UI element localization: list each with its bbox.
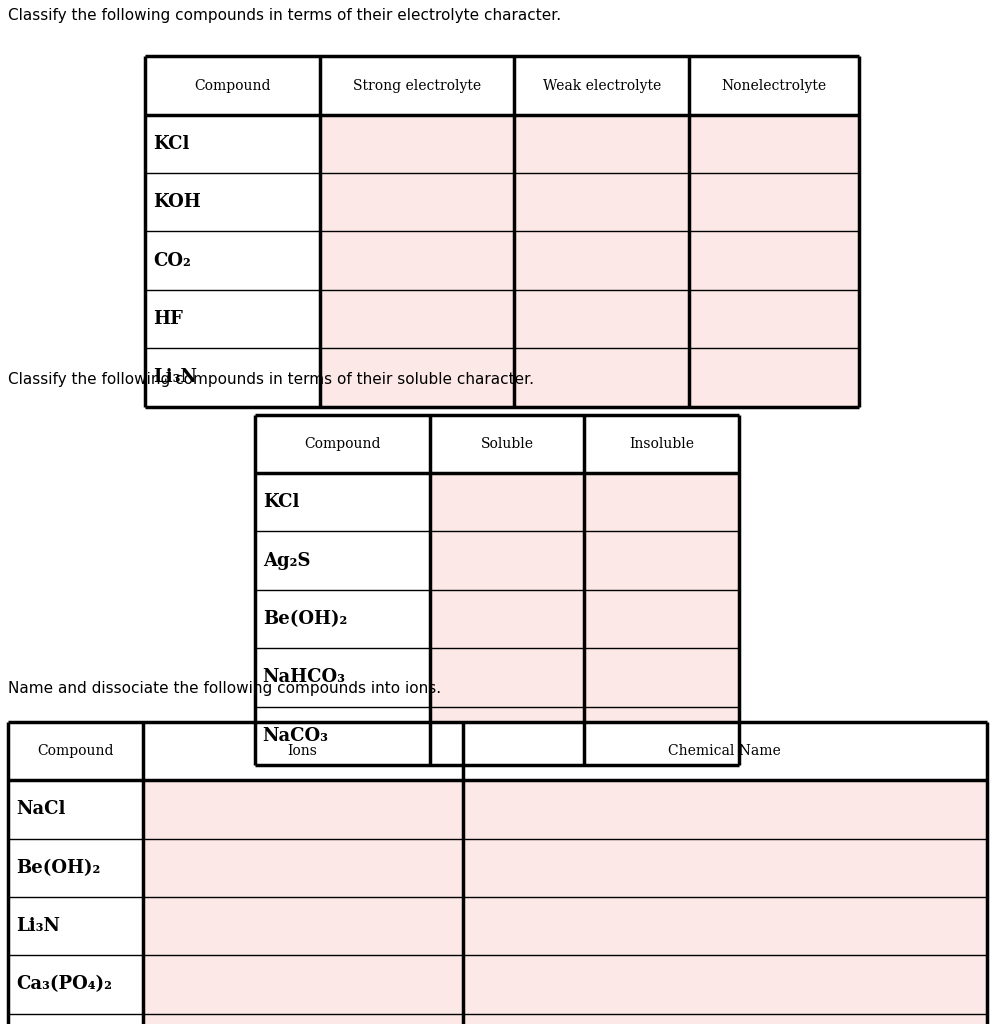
- Bar: [689, 115, 859, 173]
- Text: NaCl: NaCl: [16, 801, 65, 818]
- Bar: [255, 707, 430, 765]
- Text: Classify the following compounds in terms of their soluble character.: Classify the following compounds in term…: [8, 372, 534, 387]
- Text: KCl: KCl: [263, 494, 299, 511]
- Text: Compound: Compound: [304, 437, 381, 451]
- Text: CO₂: CO₂: [153, 252, 191, 269]
- Bar: [584, 590, 739, 648]
- Bar: [430, 590, 584, 648]
- Bar: [463, 839, 987, 897]
- Bar: [320, 56, 514, 115]
- Bar: [463, 955, 987, 1014]
- Bar: [584, 473, 739, 531]
- Bar: [514, 56, 689, 115]
- Bar: [145, 173, 320, 231]
- Text: Compound: Compound: [37, 744, 114, 758]
- Bar: [143, 839, 463, 897]
- Text: Soluble: Soluble: [481, 437, 533, 451]
- Bar: [145, 348, 320, 407]
- Bar: [430, 415, 584, 473]
- Bar: [8, 780, 143, 839]
- Bar: [689, 290, 859, 348]
- Text: Be(OH)₂: Be(OH)₂: [16, 859, 100, 877]
- Bar: [514, 348, 689, 407]
- Bar: [430, 473, 584, 531]
- Bar: [143, 722, 463, 780]
- Text: NaHCO₃: NaHCO₃: [263, 669, 346, 686]
- Text: KCl: KCl: [153, 135, 189, 153]
- Bar: [689, 56, 859, 115]
- Bar: [584, 531, 739, 590]
- Bar: [255, 648, 430, 707]
- Bar: [430, 707, 584, 765]
- Bar: [145, 231, 320, 290]
- Text: NaCO₃: NaCO₃: [263, 727, 329, 744]
- Bar: [689, 348, 859, 407]
- Bar: [514, 231, 689, 290]
- Bar: [255, 415, 430, 473]
- Bar: [320, 290, 514, 348]
- Bar: [584, 648, 739, 707]
- Bar: [689, 231, 859, 290]
- Bar: [8, 955, 143, 1014]
- Bar: [320, 173, 514, 231]
- Bar: [463, 780, 987, 839]
- Bar: [143, 955, 463, 1014]
- Text: Classify the following compounds in terms of their electrolyte character.: Classify the following compounds in term…: [8, 7, 561, 23]
- Bar: [514, 115, 689, 173]
- Text: Ca₃(PO₄)₂: Ca₃(PO₄)₂: [16, 976, 112, 993]
- Bar: [320, 348, 514, 407]
- Bar: [143, 780, 463, 839]
- Bar: [320, 115, 514, 173]
- Bar: [145, 290, 320, 348]
- Text: Ions: Ions: [288, 744, 318, 758]
- Bar: [8, 722, 143, 780]
- Bar: [8, 839, 143, 897]
- Text: Strong electrolyte: Strong electrolyte: [353, 79, 482, 92]
- Text: Insoluble: Insoluble: [629, 437, 694, 451]
- Text: Name and dissociate the following compounds into ions.: Name and dissociate the following compou…: [8, 681, 442, 696]
- Text: Li₃N: Li₃N: [16, 918, 60, 935]
- Bar: [463, 1014, 987, 1024]
- Bar: [255, 531, 430, 590]
- Bar: [584, 707, 739, 765]
- Text: Compound: Compound: [194, 79, 271, 92]
- Bar: [689, 173, 859, 231]
- Text: Li₃N: Li₃N: [153, 369, 197, 386]
- Bar: [430, 648, 584, 707]
- Text: HF: HF: [153, 310, 183, 328]
- Text: Chemical Name: Chemical Name: [668, 744, 781, 758]
- Bar: [320, 231, 514, 290]
- Bar: [255, 590, 430, 648]
- Text: KOH: KOH: [153, 194, 201, 211]
- Bar: [8, 897, 143, 955]
- Bar: [463, 897, 987, 955]
- Text: Weak electrolyte: Weak electrolyte: [542, 79, 661, 92]
- Text: Nonelectrolyte: Nonelectrolyte: [721, 79, 827, 92]
- Bar: [584, 415, 739, 473]
- Bar: [255, 473, 430, 531]
- Bar: [8, 1014, 143, 1024]
- Bar: [514, 173, 689, 231]
- Bar: [145, 115, 320, 173]
- Bar: [145, 56, 320, 115]
- Bar: [463, 722, 987, 780]
- Text: Ag₂S: Ag₂S: [263, 552, 311, 569]
- Bar: [430, 531, 584, 590]
- Bar: [143, 1014, 463, 1024]
- Text: Be(OH)₂: Be(OH)₂: [263, 610, 347, 628]
- Bar: [143, 897, 463, 955]
- Bar: [514, 290, 689, 348]
